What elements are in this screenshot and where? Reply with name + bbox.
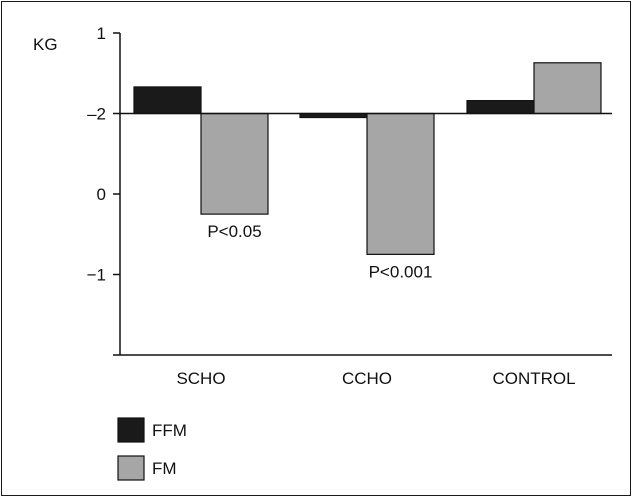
legend-label: FM <box>152 459 177 478</box>
significance-annotation: P<0.001 <box>369 262 433 281</box>
bar-ffm-scho <box>133 86 202 115</box>
y-tick-label: –2 <box>87 105 106 124</box>
x-category-label: SCHO <box>176 369 225 388</box>
y-tick-label: 1 <box>97 24 106 43</box>
y-tick-label: −1 <box>87 266 106 285</box>
bar-ffm-control <box>466 100 535 115</box>
x-category-label: CCHO <box>342 369 392 388</box>
legend-swatch-fm <box>117 455 145 481</box>
x-category-label: CONTROL <box>492 369 575 388</box>
bar-fm-control <box>533 62 602 115</box>
legend-swatch-ffm <box>117 417 145 443</box>
bar-fm-ccho <box>366 112 435 255</box>
significance-annotation: P<0.05 <box>207 222 261 241</box>
y-tick-label: 0 <box>97 185 106 204</box>
bar-fm-scho <box>200 112 269 215</box>
y-axis-unit-label: KG <box>33 35 58 54</box>
legend-label: FFM <box>152 421 187 440</box>
